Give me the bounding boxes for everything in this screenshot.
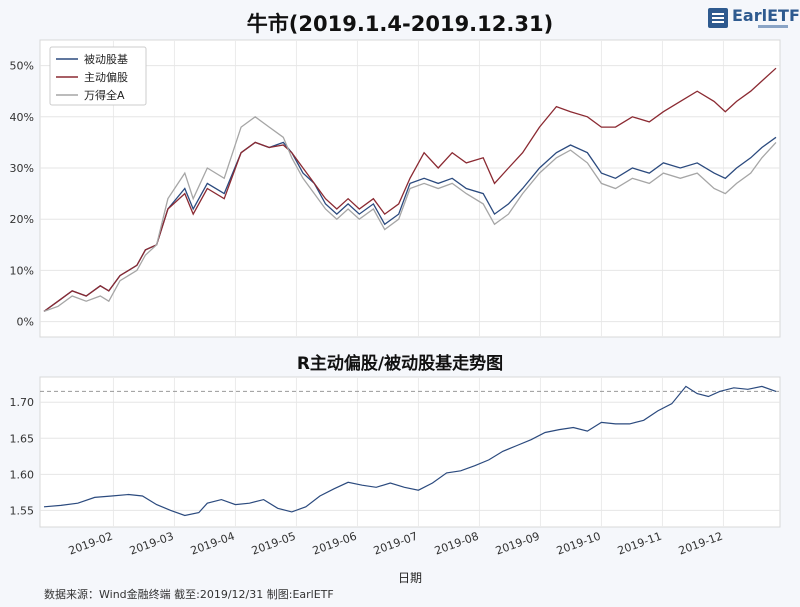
top-ytick-label: 20% (10, 213, 34, 226)
bottom-ytick-label: 1.60 (10, 468, 35, 481)
xtick-label: 2019-05 (250, 530, 298, 558)
bottom-ytick-label: 1.55 (10, 504, 35, 517)
chart-title-bottom: R主动偏股/被动股基走势图 (296, 354, 504, 374)
xtick-label: 2019-10 (555, 530, 603, 558)
xtick-label: 2019-11 (616, 530, 664, 558)
xtick-label: 2019-02 (67, 530, 115, 558)
xtick-label: 2019-03 (128, 530, 176, 558)
logo-mark-icon (708, 8, 728, 28)
earletf-logo: EarlETF (708, 6, 800, 32)
source-note: 数据来源：Wind金融终端 截至:2019/12/31 制图:EarlETF (44, 588, 334, 601)
x-axis-label: 日期 (398, 571, 422, 585)
top-series-line-2 (43, 115, 777, 313)
bottom-ytick-label: 1.65 (10, 432, 35, 445)
xtick-label: 2019-06 (311, 530, 359, 558)
xtick-label: 2019-08 (433, 530, 481, 558)
xtick-label: 2019-04 (189, 530, 237, 558)
top-ytick-label: 10% (10, 264, 34, 277)
top-ytick-label: 50% (10, 60, 34, 73)
chart-title-top: 牛市(2019.1.4-2019.12.31) (246, 12, 554, 36)
legend-box (49, 46, 147, 106)
top-ytick-label: 40% (10, 111, 34, 124)
xtick-label: 2019-07 (372, 530, 420, 558)
bottom-plot-area (39, 376, 781, 528)
ratio-line (43, 385, 777, 517)
top-ytick-label: 0% (17, 316, 34, 329)
logo-text: EarlETF (732, 6, 800, 25)
xtick-label: 2019-09 (494, 530, 542, 558)
top-ytick-label: 30% (10, 162, 34, 175)
logo-subtext-decoration (758, 25, 788, 28)
legend-label-0: 被动股基 (84, 53, 128, 66)
bottom-ytick-label: 1.70 (10, 396, 35, 409)
xtick-label: 2019-12 (677, 530, 725, 558)
legend-label-1: 主动偏股 (84, 70, 128, 84)
legend-label-2: 万得全A (84, 88, 125, 102)
